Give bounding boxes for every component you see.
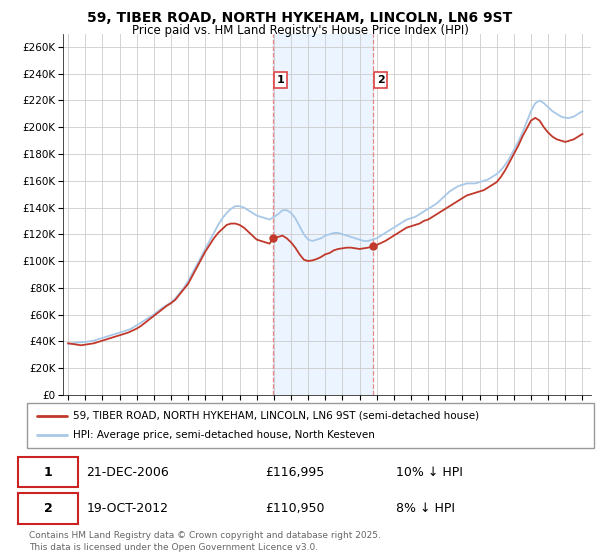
Text: 1: 1 bbox=[44, 465, 52, 479]
Text: 8% ↓ HPI: 8% ↓ HPI bbox=[395, 502, 455, 515]
Text: £110,950: £110,950 bbox=[265, 502, 325, 515]
Text: Price paid vs. HM Land Registry's House Price Index (HPI): Price paid vs. HM Land Registry's House … bbox=[131, 24, 469, 36]
Text: 1: 1 bbox=[277, 75, 284, 85]
FancyBboxPatch shape bbox=[27, 403, 594, 448]
Text: 2: 2 bbox=[377, 75, 385, 85]
Text: 2: 2 bbox=[44, 502, 52, 515]
Text: 59, TIBER ROAD, NORTH HYKEHAM, LINCOLN, LN6 9ST (semi-detached house): 59, TIBER ROAD, NORTH HYKEHAM, LINCOLN, … bbox=[73, 410, 479, 421]
Text: 59, TIBER ROAD, NORTH HYKEHAM, LINCOLN, LN6 9ST: 59, TIBER ROAD, NORTH HYKEHAM, LINCOLN, … bbox=[88, 11, 512, 25]
Text: HPI: Average price, semi-detached house, North Kesteven: HPI: Average price, semi-detached house,… bbox=[73, 431, 376, 441]
FancyBboxPatch shape bbox=[19, 457, 78, 487]
FancyBboxPatch shape bbox=[19, 493, 78, 524]
Text: 10% ↓ HPI: 10% ↓ HPI bbox=[395, 465, 463, 479]
Bar bbox=[274, 34, 373, 395]
Text: 21-DEC-2006: 21-DEC-2006 bbox=[86, 465, 169, 479]
Text: £116,995: £116,995 bbox=[265, 465, 325, 479]
Text: 19-OCT-2012: 19-OCT-2012 bbox=[86, 502, 169, 515]
Text: Contains HM Land Registry data © Crown copyright and database right 2025.
This d: Contains HM Land Registry data © Crown c… bbox=[29, 531, 380, 552]
